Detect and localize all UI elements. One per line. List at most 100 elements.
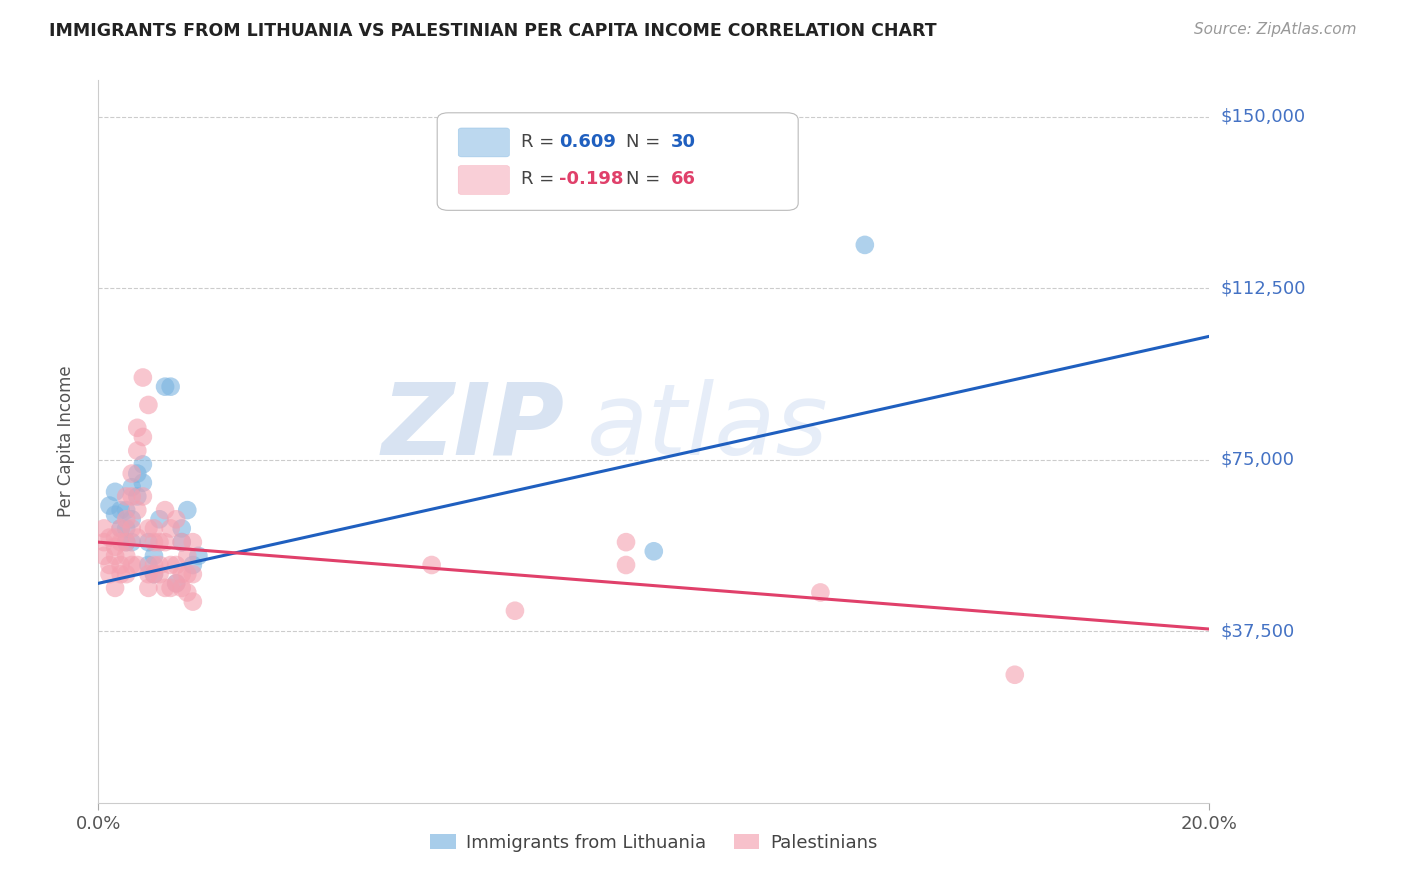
FancyBboxPatch shape xyxy=(437,112,799,211)
Point xyxy=(115,535,138,549)
Point xyxy=(132,490,155,504)
Point xyxy=(143,549,166,563)
Point xyxy=(148,567,170,582)
Point xyxy=(121,490,143,504)
Point xyxy=(115,567,138,582)
Point xyxy=(153,581,176,595)
Point xyxy=(138,581,160,595)
Text: 30: 30 xyxy=(671,133,696,151)
Point xyxy=(170,535,193,549)
Point xyxy=(176,503,198,517)
Point xyxy=(165,558,187,572)
Point xyxy=(121,512,143,526)
Point xyxy=(115,535,138,549)
Text: Source: ZipAtlas.com: Source: ZipAtlas.com xyxy=(1194,22,1357,37)
Point xyxy=(165,512,187,526)
Point xyxy=(93,535,115,549)
Point xyxy=(110,521,132,535)
Text: $150,000: $150,000 xyxy=(1220,108,1305,126)
Point xyxy=(138,521,160,535)
Point xyxy=(127,467,149,481)
Text: 66: 66 xyxy=(671,170,696,188)
Point xyxy=(127,503,149,517)
Point xyxy=(148,535,170,549)
Point xyxy=(121,521,143,535)
Point xyxy=(170,581,193,595)
Point xyxy=(159,558,181,572)
Point xyxy=(170,535,193,549)
Point xyxy=(98,499,121,513)
Point xyxy=(143,558,166,572)
Point xyxy=(132,475,155,490)
Text: $75,000: $75,000 xyxy=(1220,450,1295,469)
Point xyxy=(148,558,170,572)
Point xyxy=(104,540,127,554)
Point xyxy=(121,480,143,494)
Point xyxy=(110,521,132,535)
Text: ZIP: ZIP xyxy=(382,378,565,475)
Point xyxy=(121,535,143,549)
Text: IMMIGRANTS FROM LITHUANIA VS PALESTINIAN PER CAPITA INCOME CORRELATION CHART: IMMIGRANTS FROM LITHUANIA VS PALESTINIAN… xyxy=(49,22,936,40)
Point xyxy=(121,558,143,572)
Point xyxy=(165,576,187,591)
Point xyxy=(104,484,127,499)
Point xyxy=(132,458,155,472)
Point xyxy=(614,535,637,549)
Point xyxy=(143,521,166,535)
Point xyxy=(143,567,166,582)
Point xyxy=(138,567,160,582)
Point xyxy=(153,535,176,549)
Point xyxy=(98,531,121,545)
Point xyxy=(127,443,149,458)
Point xyxy=(181,558,204,572)
Point xyxy=(127,421,149,435)
Point xyxy=(127,531,149,545)
Point xyxy=(115,549,138,563)
Text: N =: N = xyxy=(626,133,666,151)
Point xyxy=(159,581,181,595)
Point xyxy=(643,544,665,558)
Point xyxy=(98,558,121,572)
Point xyxy=(115,512,138,526)
Point xyxy=(110,535,132,549)
FancyBboxPatch shape xyxy=(458,166,509,194)
Point xyxy=(176,585,198,599)
Point xyxy=(1004,667,1026,681)
Text: -0.198: -0.198 xyxy=(560,170,624,188)
Y-axis label: Per Capita Income: Per Capita Income xyxy=(56,366,75,517)
Point xyxy=(853,238,876,252)
Point xyxy=(159,521,181,535)
Point xyxy=(104,531,127,545)
Text: atlas: atlas xyxy=(588,378,828,475)
Point xyxy=(104,549,127,563)
Point xyxy=(170,521,193,535)
Point xyxy=(181,567,204,582)
Point xyxy=(115,521,138,535)
Point xyxy=(127,558,149,572)
Point xyxy=(104,581,127,595)
Point xyxy=(121,467,143,481)
Point xyxy=(170,567,193,582)
Point xyxy=(110,558,132,572)
Text: R =: R = xyxy=(520,170,560,188)
Point xyxy=(153,503,176,517)
Point xyxy=(132,430,155,444)
Point xyxy=(503,604,526,618)
Text: $112,500: $112,500 xyxy=(1220,279,1306,297)
Point xyxy=(138,535,160,549)
Point xyxy=(138,398,160,412)
Point xyxy=(143,567,166,582)
Point xyxy=(138,558,160,572)
Point xyxy=(93,549,115,563)
Point xyxy=(148,512,170,526)
Point xyxy=(110,567,132,582)
Point xyxy=(132,370,155,384)
Text: N =: N = xyxy=(626,170,666,188)
Point xyxy=(104,508,127,522)
Text: $37,500: $37,500 xyxy=(1220,623,1295,640)
Point xyxy=(614,558,637,572)
Point xyxy=(159,379,181,393)
Point xyxy=(153,379,176,393)
Point xyxy=(127,490,149,504)
Point xyxy=(176,567,198,582)
